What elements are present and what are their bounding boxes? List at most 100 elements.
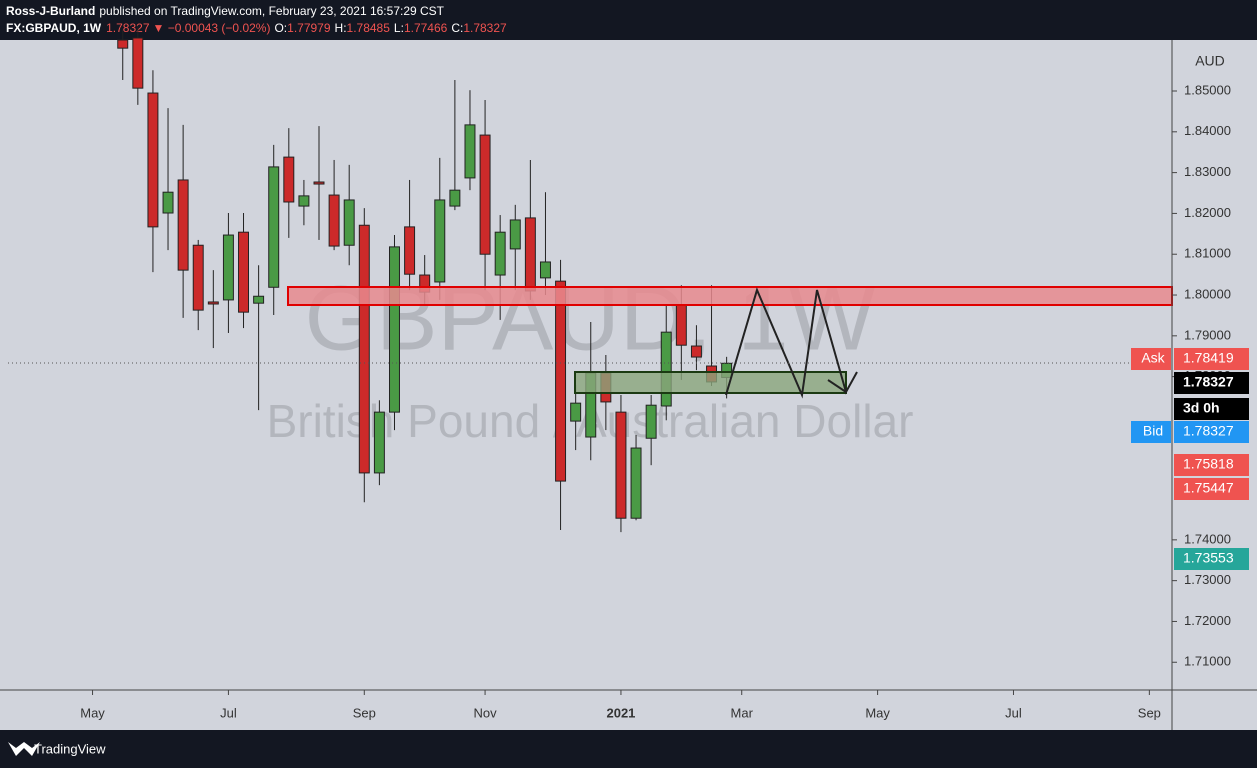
candle-body — [358, 224, 370, 474]
candle-body — [117, 39, 129, 49]
plot — [117, 25, 733, 533]
price-badge-value: 1.78327 — [1183, 423, 1234, 439]
change: ▼ −0.00043 (−0.02%) — [153, 21, 271, 35]
x-tick-label: Jul — [220, 705, 237, 720]
candle-body — [238, 231, 249, 313]
candle-body — [132, 37, 144, 89]
y-tick-label: 1.84000 — [1184, 123, 1231, 138]
candle-body — [222, 234, 234, 301]
candle-body — [343, 199, 355, 246]
x-tick-label: Sep — [353, 705, 376, 720]
candle-body — [389, 246, 400, 413]
x-tick-label: 2021 — [606, 705, 635, 720]
y-tick-label: 1.80000 — [1184, 286, 1231, 301]
c-label: C: — [451, 21, 463, 35]
price-badge-name: Bid — [1143, 423, 1163, 439]
x-tick-label: Sep — [1138, 705, 1161, 720]
footer-bar — [0, 730, 1257, 768]
price-badge — [1174, 478, 1249, 500]
unit: AUD — [1195, 53, 1225, 69]
candle-body — [615, 411, 627, 519]
candle-body — [253, 295, 265, 304]
price-badge — [1174, 348, 1249, 370]
ohlc-line: FX:GBPAUD, 1W 1.78327 ▼ −0.00043 (−0.02%) O… — [6, 21, 507, 35]
y-tick-label: 1.85000 — [1184, 82, 1231, 97]
candle-body — [373, 411, 385, 474]
x-tick-label: May — [80, 705, 105, 720]
y-tick-label: 1.71000 — [1184, 654, 1231, 669]
l-label: L: — [394, 21, 404, 35]
arrow-head — [827, 379, 847, 393]
y-tick-label: 1.82000 — [1184, 205, 1231, 220]
price-badge-name-bg — [1131, 421, 1171, 443]
brand: TradingView — [34, 741, 106, 756]
y-tick-label: 1.81000 — [1184, 246, 1231, 261]
candle-body — [434, 199, 446, 283]
candle-body — [313, 181, 325, 185]
price-badge — [1174, 454, 1249, 476]
author: Ross-J-Burland — [6, 4, 95, 18]
candle-body — [675, 304, 687, 346]
candle-body — [328, 194, 340, 247]
projection-path — [725, 287, 858, 399]
candle-body — [630, 447, 642, 519]
candle-body — [509, 219, 521, 250]
candle-body — [539, 261, 551, 279]
l-value: 1.77466 — [404, 21, 448, 35]
h-label: H: — [335, 21, 347, 35]
published: published on TradingView.com, February 2… — [99, 4, 444, 18]
price-badge — [1174, 372, 1249, 394]
x-tick-label: Jul — [1005, 705, 1022, 720]
candle-body — [690, 345, 702, 358]
price-badge-value: 1.75447 — [1183, 480, 1234, 496]
price-badge-value: 3d 0h — [1183, 400, 1220, 416]
price-badge-value: 1.78419 — [1183, 350, 1234, 366]
candle-body — [298, 195, 310, 207]
symbol: FX:GBPAUD, 1W — [6, 21, 102, 35]
price-badge-value: 1.78327 — [1183, 374, 1234, 390]
candle-body — [524, 217, 536, 292]
candle-body — [494, 231, 506, 276]
c-value: 1.78327 — [463, 21, 507, 35]
candle-body — [660, 331, 672, 407]
header-bar — [0, 0, 1257, 40]
candle-body — [268, 166, 280, 288]
logo — [8, 742, 40, 756]
support-zone — [574, 371, 847, 394]
price-badge — [1174, 398, 1249, 420]
y-tick-label: 1.73000 — [1184, 572, 1231, 587]
price-badge — [1174, 548, 1249, 570]
y-tick-label: 1.83000 — [1184, 164, 1231, 179]
y-tick-label: 1.74000 — [1184, 531, 1231, 546]
last: 1.78327 — [106, 21, 150, 35]
price-badge-name-bg — [1131, 348, 1171, 370]
x-tick-label: Mar — [731, 705, 754, 720]
price-badge-value: 1.73553 — [1183, 550, 1234, 566]
candle-body — [555, 280, 567, 482]
candle-body — [404, 226, 416, 275]
resistance-zone — [287, 286, 1173, 306]
candle-body — [449, 189, 461, 207]
candle-body — [645, 404, 657, 439]
x-tick-label: Nov — [474, 705, 498, 720]
price-badge-name: Ask — [1141, 350, 1165, 366]
candle-body — [570, 402, 582, 422]
candle-body — [192, 244, 204, 311]
x-tick-label: May — [865, 705, 890, 720]
y-tick-label: 1.79000 — [1184, 327, 1231, 342]
candle-body — [479, 134, 491, 255]
o-value: 1.77979 — [287, 21, 331, 35]
price-badge-value: 1.75818 — [1183, 456, 1234, 472]
h-value: 1.78485 — [347, 21, 391, 35]
candle-body — [207, 301, 219, 305]
o-label: O: — [274, 21, 287, 35]
header-line: Ross-J-Burland published on TradingView.c… — [6, 4, 445, 18]
price-badge — [1174, 421, 1249, 443]
candle-body — [177, 179, 189, 271]
candle-body — [147, 92, 159, 228]
candle-body — [162, 191, 174, 214]
y-tick-label: 1.72000 — [1184, 613, 1231, 628]
candle-body — [464, 124, 476, 179]
candle-body — [283, 156, 295, 203]
